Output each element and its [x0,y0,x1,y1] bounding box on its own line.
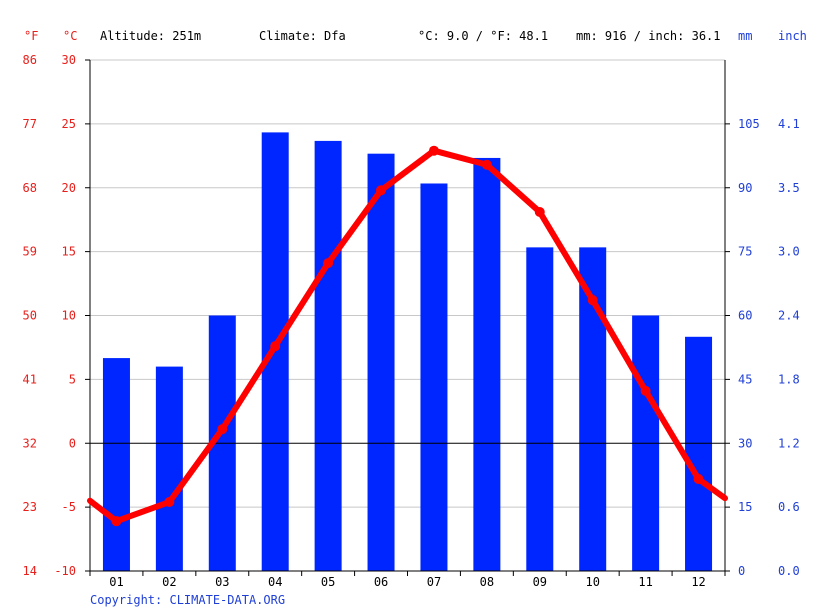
mm-tick-label: 75 [738,245,752,259]
temperature-point-10 [587,295,598,306]
month-label-03: 03 [215,575,229,589]
mm-tick-label: 60 [738,309,752,323]
fahrenheit-tick-label: 77 [23,117,37,131]
month-label-12: 12 [691,575,705,589]
month-label-05: 05 [321,575,335,589]
fahrenheit-unit-label: °F [24,29,38,43]
month-label-06: 06 [374,575,388,589]
temperature-point-02 [164,497,175,508]
inch-tick-label: 4.1 [778,117,800,131]
celsius-tick-label: 25 [62,117,76,131]
temperature-point-11 [640,385,651,396]
grid-layer [90,59,725,508]
temperature-point-08 [481,159,492,170]
month-label-04: 04 [268,575,282,589]
celsius-tick-label: 15 [62,245,76,259]
mm-tick-label: 0 [738,564,745,578]
fahrenheit-tick-label: 32 [23,436,37,450]
celsius-tick-label: 0 [69,436,76,450]
precip-bar-08 [473,157,501,572]
celsius-tick-label: 10 [62,309,76,323]
mm-tick-label: 15 [738,500,752,514]
inch-unit-label: inch [778,29,807,43]
inch-tick-label: 3.5 [778,181,800,195]
celsius-tick-label: 20 [62,181,76,195]
mm-tick-label: 30 [738,436,752,450]
temperature-point-04 [270,341,281,352]
temperature-point-07 [428,145,439,156]
inch-tick-label: 0.0 [778,564,800,578]
mm-tick-label: 105 [738,117,760,131]
temperature-summary: °C: 9.0 / °F: 48.1 [418,29,548,43]
fahrenheit-tick-label: 59 [23,245,37,259]
mm-tick-label: 90 [738,181,752,195]
fahrenheit-tick-label: 68 [23,181,37,195]
celsius-tick-label: 5 [69,372,76,386]
precip-bar-07 [420,183,448,571]
celsius-unit-label: °C [63,29,77,43]
axes [85,59,730,576]
inch-tick-label: 1.8 [778,372,800,386]
temperature-point-09 [534,207,545,218]
fahrenheit-tick-label: 14 [23,564,37,578]
precip-bar-01 [102,358,130,571]
precip-bar-09 [526,247,554,571]
precip-bar-06 [367,153,395,571]
fahrenheit-tick-label: 23 [23,500,37,514]
month-label-08: 08 [480,575,494,589]
temperature-point-06 [376,185,387,196]
celsius-tick-label: -5 [62,500,76,514]
fahrenheit-tick-label: 41 [23,372,37,386]
precip-bar-05 [314,140,342,572]
month-label-10: 10 [585,575,599,589]
month-label-11: 11 [638,575,652,589]
celsius-tick-label: -10 [54,564,76,578]
climate-label: Climate: Dfa [259,29,346,43]
month-label-01: 01 [109,575,123,589]
temperature-point-01 [111,516,122,527]
inch-tick-label: 1.2 [778,436,800,450]
altitude-label: Altitude: 251m [100,29,201,43]
precipitation-summary: mm: 916 / inch: 36.1 [576,29,721,43]
fahrenheit-tick-label: 50 [23,309,37,323]
temperature-point-12 [693,474,704,485]
fahrenheit-tick-label: 86 [23,53,37,67]
month-label-07: 07 [427,575,441,589]
celsius-tick-label: 30 [62,53,76,67]
mm-tick-label: 45 [738,372,752,386]
inch-tick-label: 0.6 [778,500,800,514]
precip-bar-12 [685,336,713,571]
temperature-point-03 [217,424,228,435]
inch-tick-label: 2.4 [778,309,800,323]
month-label-09: 09 [533,575,547,589]
temperature-line [87,147,728,525]
temperature-point-05 [323,258,334,269]
mm-unit-label: mm [738,29,752,43]
copyright-text: Copyright: CLIMATE-DATA.ORG [90,593,285,607]
inch-tick-label: 3.0 [778,245,800,259]
temperature-line-layer [87,145,728,527]
month-label-02: 02 [162,575,176,589]
precip-bar-02 [155,366,183,571]
